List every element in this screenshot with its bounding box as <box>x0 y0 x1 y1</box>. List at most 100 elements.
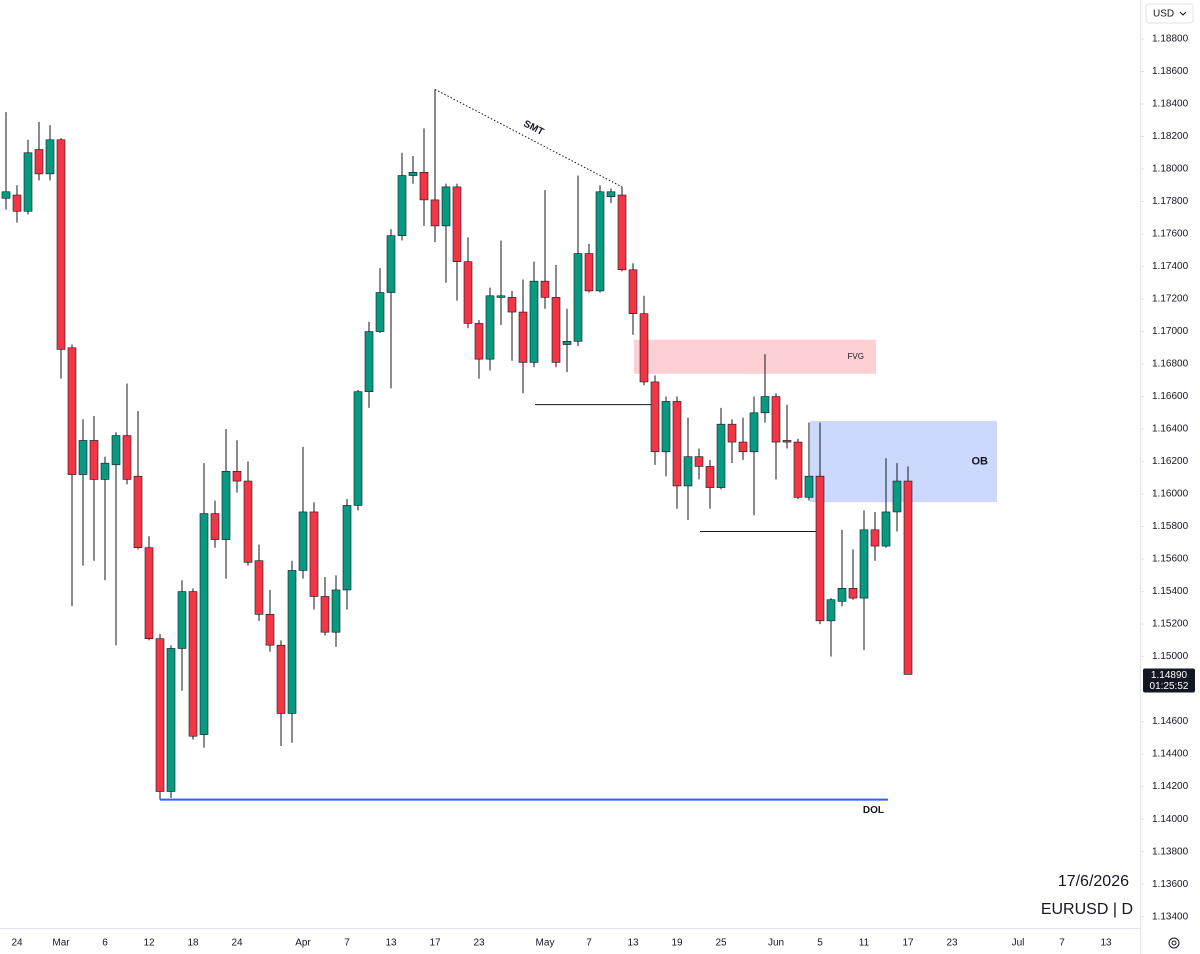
candle-body <box>804 475 814 498</box>
candle-body <box>859 529 869 599</box>
candle-body <box>639 313 649 383</box>
y-tick-label: 1.16200 <box>1152 456 1189 467</box>
candle-body <box>232 471 242 482</box>
settings-icon[interactable] <box>1168 937 1180 949</box>
candle-body <box>606 191 616 197</box>
candle-body <box>397 175 407 236</box>
x-tick-label: 23 <box>473 938 485 949</box>
y-tick-label: 1.17200 <box>1152 294 1189 305</box>
candle-body <box>221 471 231 540</box>
x-tick-label: 17 <box>902 938 914 949</box>
last-price-label: 1.14890 <box>1151 670 1188 681</box>
zone-label: OB <box>972 455 989 467</box>
y-tick-label: 1.13800 <box>1152 846 1189 857</box>
x-tick-label: 13 <box>627 938 639 949</box>
candle-body <box>628 269 638 314</box>
candle-body <box>903 480 913 675</box>
x-tick-label: 24 <box>11 938 23 949</box>
y-tick-label: 1.17000 <box>1152 326 1189 337</box>
candle-body <box>518 311 528 363</box>
candle-body <box>650 381 660 453</box>
candle-body <box>584 253 594 292</box>
x-tick-label: 18 <box>187 938 199 949</box>
candle-body <box>595 191 605 292</box>
candle-body <box>331 589 341 633</box>
y-tick-label: 1.15400 <box>1152 586 1189 597</box>
candle-body <box>573 253 583 342</box>
y-tick-label: 1.14400 <box>1152 749 1189 760</box>
y-tick-label: 1.17800 <box>1152 196 1189 207</box>
candle-body <box>111 435 121 466</box>
zone <box>810 420 997 503</box>
x-tick-label: 23 <box>946 938 958 949</box>
candle-body <box>1 191 11 199</box>
candle-body <box>705 466 715 488</box>
candle-body <box>430 199 440 227</box>
y-tick-label: 1.15600 <box>1152 554 1189 565</box>
candle-body <box>408 171 418 176</box>
x-tick-label: 5 <box>817 938 823 949</box>
candle-body <box>661 401 671 453</box>
candle-body <box>727 423 737 443</box>
candle-body <box>309 511 319 597</box>
candle-body <box>463 261 473 324</box>
candle-body <box>78 440 88 475</box>
candle-body <box>298 511 308 571</box>
zone <box>634 339 876 374</box>
y-tick-label: 1.15200 <box>1152 619 1189 630</box>
candle-body <box>496 295 506 298</box>
candle-body <box>892 480 902 513</box>
candle-body <box>441 186 451 227</box>
candle-body <box>210 513 220 540</box>
candle-body <box>254 560 264 615</box>
y-tick-label: 1.17600 <box>1152 229 1189 240</box>
candle-body <box>771 396 781 443</box>
candle-body <box>540 280 550 298</box>
candle-body <box>386 235 396 293</box>
y-tick-label: 1.16600 <box>1152 391 1189 402</box>
candle-body <box>837 588 847 602</box>
candle-body <box>507 297 517 313</box>
candle-body <box>529 280 539 363</box>
candle-body <box>881 511 891 547</box>
candle-body <box>12 194 22 212</box>
candle-body <box>155 638 165 792</box>
candle-body <box>760 396 770 414</box>
candle-body <box>34 149 44 175</box>
candle-body <box>89 440 99 480</box>
candle-body <box>133 475 143 548</box>
candle-body <box>144 547 154 640</box>
candle-body <box>100 462 110 480</box>
candle-body <box>617 194 627 271</box>
x-tick-label: 12 <box>143 938 155 949</box>
candle-body <box>67 347 77 475</box>
candle-body <box>782 440 792 443</box>
y-tick-label: 1.15800 <box>1152 521 1189 532</box>
x-tick-label: Mar <box>52 938 70 949</box>
x-tick-label: Jun <box>768 938 784 949</box>
y-tick-label: 1.18200 <box>1152 131 1189 142</box>
dropdown-icon <box>1179 11 1187 16</box>
currency-button[interactable] <box>1145 3 1194 24</box>
candle-body <box>23 152 33 212</box>
x-tick-label: 13 <box>1100 938 1112 949</box>
candle-body <box>177 591 187 649</box>
y-tick-label: 1.13600 <box>1152 879 1189 890</box>
candle-body <box>166 648 176 792</box>
y-tick-label: 1.14600 <box>1152 716 1189 727</box>
y-tick-label: 1.14200 <box>1152 781 1189 792</box>
candle-body <box>122 435 132 480</box>
candle-body <box>287 570 297 714</box>
y-tick-label: 1.15000 <box>1152 651 1189 662</box>
x-tick-label: 7 <box>586 938 592 949</box>
x-tick-label: 13 <box>385 938 397 949</box>
candle-body <box>474 323 484 360</box>
y-tick-label: 1.13400 <box>1152 911 1189 922</box>
candle-body <box>243 480 253 563</box>
countdown-label: 01:25:52 <box>1150 681 1189 692</box>
date-watermark: 17/6/2026 <box>1058 873 1129 890</box>
candle-body <box>738 441 748 453</box>
candle-body <box>793 441 803 498</box>
candle-body <box>551 297 561 363</box>
